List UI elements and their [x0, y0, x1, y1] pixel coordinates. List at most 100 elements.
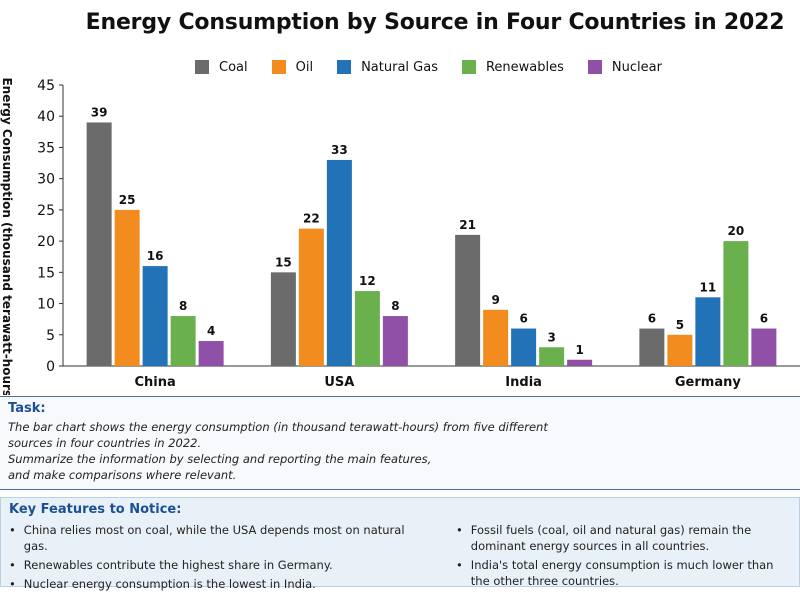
legend-item-oil: Oil [271, 59, 314, 75]
legend-swatch-renewables [461, 60, 476, 74]
legend-label-oil: Oil [295, 59, 314, 75]
bar-value-label: 20 [728, 224, 745, 238]
x-tick-label: China [134, 375, 175, 390]
legend-item-renewables: Renewables [461, 59, 564, 75]
bullet-icon: • [456, 558, 463, 572]
bar-usa-renewables [354, 291, 380, 366]
task-line: Summarize the information by selecting a… [8, 452, 432, 466]
bar-germany-oil [667, 334, 693, 366]
key-feature-text: India's total energy consumption is much… [470, 558, 774, 588]
key-feature-item: • Fossil fuels (coal, oil and natural ga… [456, 522, 786, 554]
bar-india-renewables [539, 347, 565, 366]
key-features-panel: Key Features to Notice: • China relies m… [0, 497, 800, 591]
x-tick-label: India [505, 375, 542, 390]
bar-usa-natural-gas [326, 159, 352, 366]
bar-value-label: 6 [648, 312, 656, 326]
bar-germany-renewables [723, 241, 749, 366]
bar-value-label: 11 [700, 280, 717, 294]
bars-layer [86, 122, 777, 366]
legend-label-nuclear: Nuclear [611, 59, 662, 75]
bar-value-label: 4 [207, 324, 215, 338]
chart-title: Energy Consumption by Source in Four Cou… [85, 10, 785, 35]
y-axis-title-group: Energy Consumption (thousand terawatt-ho… [0, 77, 14, 395]
task-line: sources in four countries in 2022. [8, 436, 202, 450]
legend-label-natural-gas: Natural Gas [361, 59, 438, 75]
labels-layer: 39 25 16 8 4 China 15 22 33 12 8 USA 21 9 6 3 1 India 6 5 11… [91, 105, 768, 390]
bar-value-label: 8 [391, 299, 399, 313]
legend-swatch-coal [195, 60, 209, 74]
bar-value-label: 21 [459, 218, 476, 232]
bar-india-oil [483, 309, 509, 366]
x-tick-label: Germany [675, 375, 741, 390]
task-line: and make comparisons where relevant. [8, 468, 237, 482]
bar-india-natural-gas [511, 328, 537, 366]
bar-value-label: 1 [575, 343, 583, 357]
task-line: The bar chart shows the energy consumpti… [8, 420, 548, 434]
bar-value-label: 25 [119, 193, 136, 207]
legend-label-coal: Coal [219, 59, 248, 75]
y-tick-label: 35 [37, 140, 55, 156]
x-tick-label: USA [324, 375, 354, 390]
key-features-right-column: • Fossil fuels (coal, oil and natural ga… [456, 522, 786, 592]
key-feature-text: Renewables contribute the highest share … [23, 558, 333, 572]
chart-legend: Coal Oil Natural Gas Renewables Nuclear [195, 58, 662, 76]
bar-china-oil [114, 209, 140, 366]
bar-value-label: 22 [303, 212, 320, 226]
bullet-icon: • [456, 523, 463, 537]
bullet-icon: • [9, 558, 16, 572]
bar-germany-coal [639, 328, 665, 366]
bar-india-coal [455, 234, 481, 366]
bar-china-coal [86, 122, 112, 366]
legend-item-natural-gas: Natural Gas [337, 60, 438, 75]
bar-germany-natural-gas [695, 297, 721, 366]
bullet-icon: • [9, 577, 16, 591]
bar-value-label: 6 [519, 312, 527, 326]
legend-item-nuclear: Nuclear [587, 59, 662, 75]
task-text: The bar chart shows the energy consumpti… [8, 419, 548, 483]
bar-value-label: 6 [760, 312, 768, 326]
y-tick-label: 45 [37, 78, 55, 94]
key-feature-item: • India's total energy consumption is mu… [456, 557, 786, 589]
bar-value-label: 33 [331, 143, 348, 157]
key-feature-item: • Renewables contribute the highest shar… [9, 557, 429, 573]
task-heading: Task: [8, 401, 46, 416]
bar-china-natural-gas [142, 266, 168, 366]
bar-value-label: 9 [491, 293, 499, 307]
y-tick-label: 15 [37, 265, 55, 281]
key-feature-text: Fossil fuels (coal, oil and natural gas)… [470, 523, 752, 553]
legend-swatch-oil [271, 60, 286, 74]
bar-value-label: 8 [179, 299, 187, 313]
key-feature-item: • Nuclear energy consumption is the lowe… [9, 576, 429, 592]
y-tick-label: 20 [37, 234, 55, 250]
bar-china-renewables [170, 316, 196, 366]
key-feature-item: • China relies most on coal, while the U… [9, 522, 429, 554]
bar-india-nuclear [567, 359, 593, 366]
bar-usa-oil [298, 228, 324, 366]
bar-chart: Energy Consumption (thousand terawatt-ho… [0, 77, 800, 395]
y-tick-label: 10 [37, 297, 55, 313]
bar-value-label: 39 [91, 105, 108, 119]
bar-usa-nuclear [382, 316, 408, 366]
legend-item-coal: Coal [195, 60, 248, 75]
y-tick-label: 30 [37, 172, 55, 188]
y-tick-label: 0 [46, 359, 55, 375]
y-tick-label: 25 [37, 203, 55, 219]
key-feature-text: Nuclear energy consumption is the lowest… [23, 577, 316, 591]
bar-value-label: 16 [147, 249, 164, 263]
task-panel: Task: The bar chart shows the energy con… [0, 396, 800, 490]
legend-swatch-natural-gas [337, 60, 352, 74]
legend-label-renewables: Renewables [485, 59, 564, 75]
bar-usa-coal [270, 272, 296, 366]
key-features-left-column: • China relies most on coal, while the U… [9, 522, 429, 595]
y-tick-label: 40 [37, 109, 55, 125]
legend-swatch-nuclear [587, 60, 602, 74]
bar-germany-nuclear [751, 328, 777, 366]
bar-value-label: 5 [676, 318, 684, 332]
y-tick-label: 5 [46, 328, 55, 344]
bar-value-label: 15 [275, 255, 292, 269]
y-axis-title: Energy Consumption (thousand terawatt-ho… [0, 77, 14, 395]
bar-value-label: 12 [359, 274, 376, 288]
bullet-icon: • [9, 523, 16, 537]
bar-value-label: 3 [547, 330, 555, 344]
bar-china-nuclear [198, 341, 224, 366]
